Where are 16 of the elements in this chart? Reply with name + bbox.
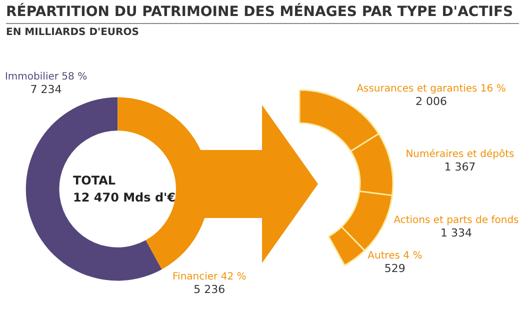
chart-subtitle: EN MILLIARDS D'EUROS [6,27,140,38]
data-label: 529 [384,262,406,275]
slice-label: Autres 4 % [368,250,422,262]
slice-label: Actions et parts de fonds [394,215,519,226]
slice-label: Numéraires et dépôts [406,149,514,160]
data-label: 7 234 [30,83,62,96]
data-label: 5 236 [194,283,226,296]
data-label: 1 334 [440,226,472,240]
slice-label: Immobilier 58 % [4,72,88,82]
text: TOTAL [73,174,116,188]
slice-label: Financier 42 % [172,272,246,282]
text: 12 470 Mds d'€ [73,190,176,204]
data-label: 1 367 [444,160,476,174]
data-label: 2 006 [416,94,448,108]
slice-label: Assurances et garanties 16 % [356,83,506,94]
chart-title: RÉPARTITION DU PATRIMOINE DES MÉNAGES PAR TYPE D'ACTIFS [6,4,519,24]
